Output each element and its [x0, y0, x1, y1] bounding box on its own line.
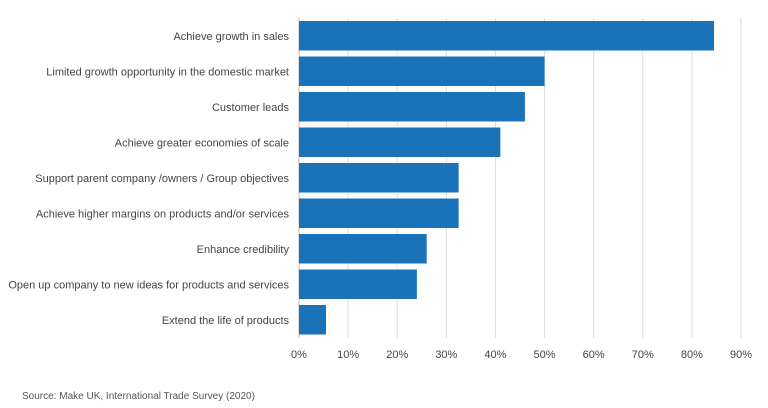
category-label: Extend the life of products — [162, 315, 290, 327]
x-tick-label: 10% — [337, 349, 359, 361]
x-tick-label: 70% — [632, 349, 654, 361]
x-tick-label: 40% — [484, 349, 506, 361]
category-label: Achieve higher margins on products and/o… — [36, 208, 290, 220]
x-tick-label: 20% — [386, 349, 408, 361]
x-tick-label: 0% — [291, 349, 307, 361]
bar — [299, 234, 427, 264]
category-label: Open up company to new ideas for product… — [8, 279, 289, 291]
x-tick-label: 80% — [681, 349, 703, 361]
category-label: Customer leads — [212, 102, 290, 114]
bar — [299, 127, 501, 157]
x-axis-ticks: 0% 10% 20% 30% 40% 50% 60% 70% 80% 90% — [291, 349, 752, 361]
source-note: Source: Make UK, International Trade Sur… — [22, 391, 255, 402]
x-tick-label: 90% — [730, 349, 752, 361]
x-tick-label: 30% — [435, 349, 457, 361]
x-tick-label: 60% — [583, 349, 605, 361]
bar — [299, 198, 459, 228]
bar — [299, 21, 714, 51]
bar — [299, 269, 417, 299]
bar-chart: Achieve growth in sales Limited growth op… — [8, 18, 752, 361]
bar — [299, 92, 525, 122]
category-label: Achieve growth in sales — [173, 31, 289, 43]
category-label: Achieve greater economies of scale — [115, 137, 289, 149]
bar — [299, 56, 545, 86]
bar — [299, 305, 327, 335]
category-label: Limited growth opportunity in the domest… — [46, 66, 289, 78]
category-labels: Achieve growth in sales Limited growth op… — [8, 31, 289, 327]
category-label: Support parent company /owners / Group o… — [35, 173, 289, 185]
bar — [299, 163, 459, 193]
bars — [299, 21, 714, 335]
category-label: Enhance credibility — [197, 244, 290, 256]
x-tick-label: 50% — [534, 349, 556, 361]
